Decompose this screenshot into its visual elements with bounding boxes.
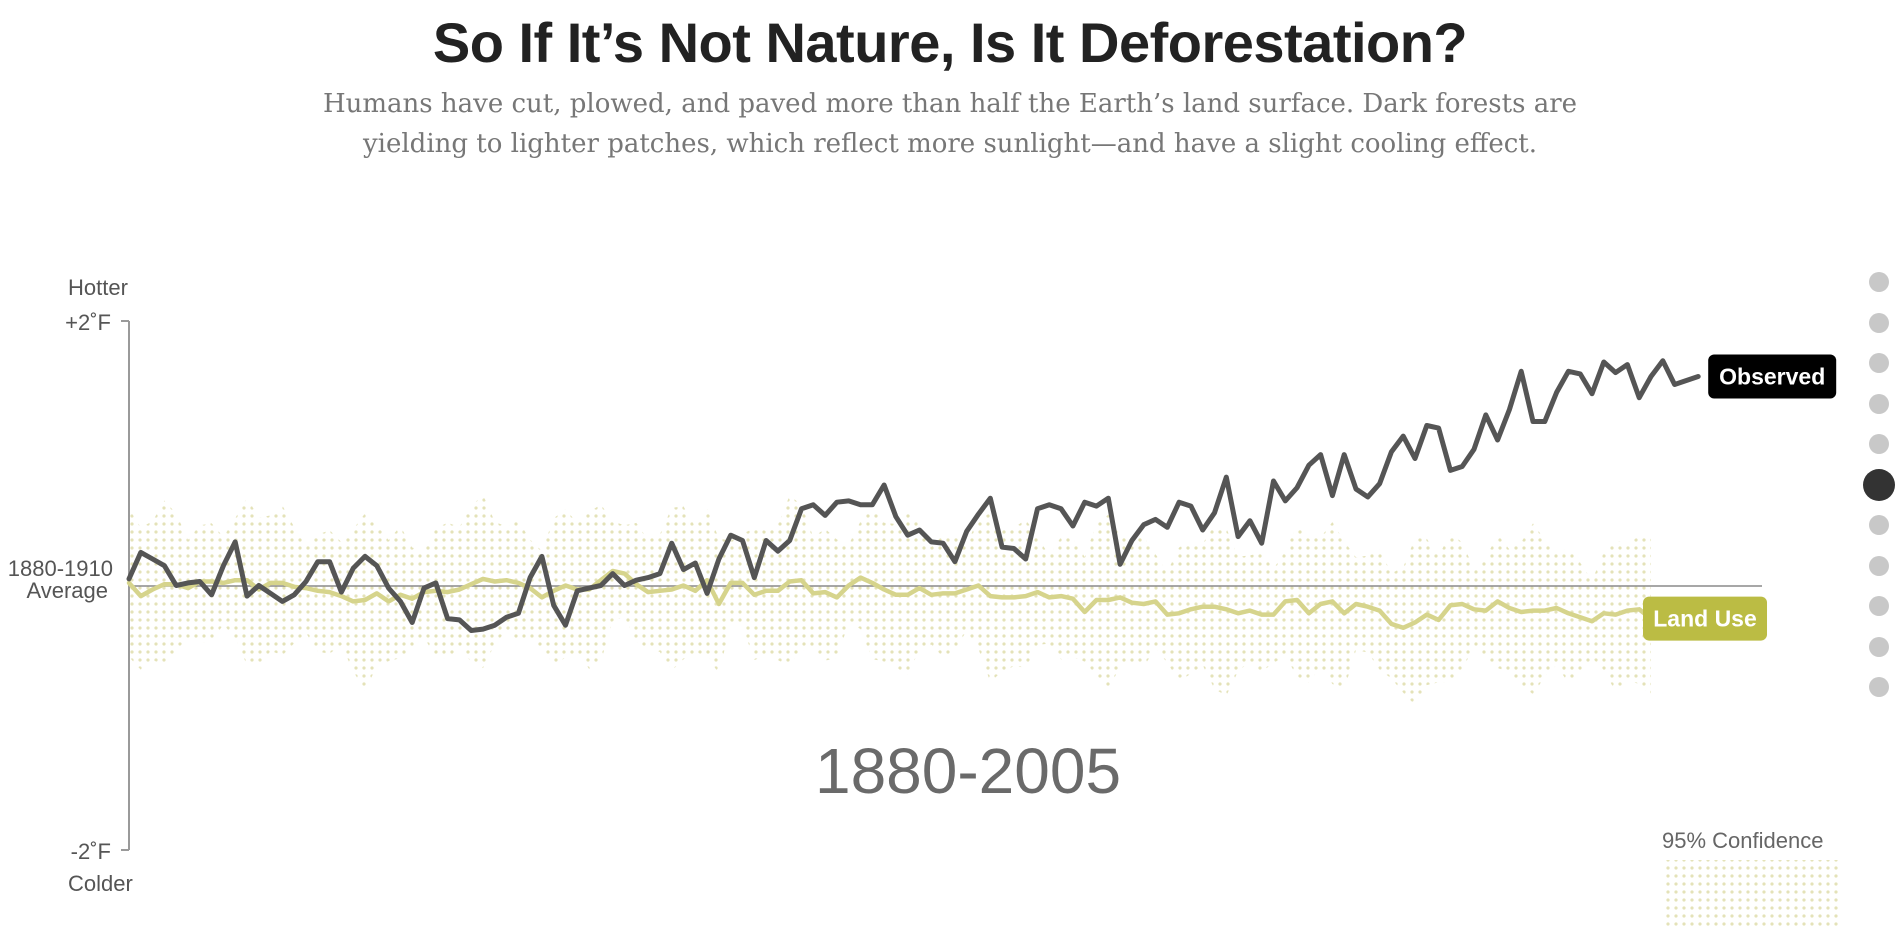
y-tick-label-bottom: -2˚F	[71, 839, 111, 864]
y-tick-label-top: +2˚F	[65, 310, 111, 335]
nav-dot-7[interactable]	[1869, 515, 1889, 535]
series-label-bg-land-use	[1643, 596, 1768, 641]
series-label-bg-observed	[1708, 354, 1837, 399]
y-label-hotter: Hotter	[68, 275, 128, 300]
series-layer: Land Use Observed	[126, 354, 1837, 641]
nav-dot-10[interactable]	[1869, 636, 1889, 657]
nav-dot-1[interactable]	[1869, 272, 1889, 292]
series-label-observed: Observed	[1708, 354, 1837, 399]
series-line-observed	[126, 358, 1701, 633]
y-tick-label-average-1: 1880-1910	[8, 556, 113, 581]
nav-dot-9[interactable]	[1869, 596, 1889, 616]
chart-title: So If It’s Not Nature, Is It Deforestati…	[432, 11, 1468, 74]
confidence-band	[129, 494, 1651, 705]
confidence-swatch-rect	[1662, 860, 1842, 928]
nav-dot-5[interactable]	[1869, 434, 1889, 454]
nav-dot-2[interactable]	[1869, 312, 1889, 333]
nav-dot-4[interactable]	[1869, 393, 1889, 414]
series-label-text-land-use: Land Use	[1653, 606, 1757, 632]
nav-dot-3[interactable]	[1869, 353, 1889, 373]
confidence-legend-label: 95% Confidence	[1662, 828, 1823, 853]
confidence-band-area	[129, 494, 1651, 705]
nav-dot-6[interactable]	[1863, 468, 1895, 501]
series-label-land-use: Land Use	[1643, 596, 1768, 641]
confidence-legend: 95% Confidence	[1662, 828, 1842, 928]
chart-subtitle: Humans have cut, plowed, and paved more …	[322, 89, 1578, 159]
nav-dot-11[interactable]	[1869, 677, 1889, 697]
y-tick-label-average-2: Average	[26, 578, 108, 603]
y-axis: Hotter +2˚F 1880-1910 Average -2˚F Colde…	[8, 275, 133, 896]
series-line-land-use	[126, 568, 1654, 631]
nav-dot-8[interactable]	[1869, 555, 1889, 576]
y-label-colder: Colder	[68, 871, 133, 896]
series-label-text-observed: Observed	[1719, 364, 1825, 390]
period-label: 1880-2005	[815, 735, 1121, 807]
confidence-legend-swatch	[1662, 860, 1842, 928]
